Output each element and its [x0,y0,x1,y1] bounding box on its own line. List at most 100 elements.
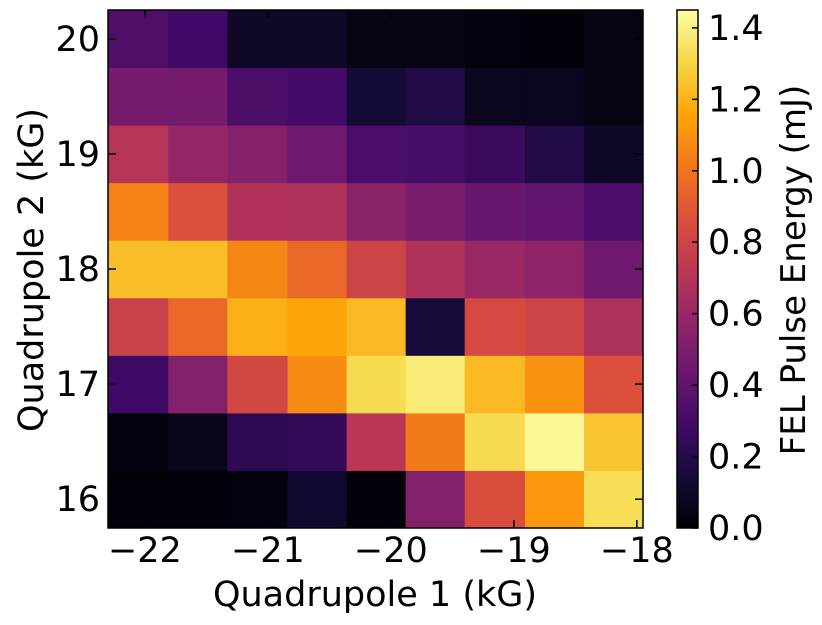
heatmap-cell [287,355,348,414]
heatmap-cell [524,355,585,414]
heatmap-cell [583,297,644,356]
colorbar-tick-label: 1.4 [708,9,764,49]
heatmap-cell [464,355,526,414]
heatmap-cell [346,67,407,126]
heatmap-cell [464,470,526,529]
heatmap-cell [524,182,585,241]
heatmap-cell [227,355,289,414]
x-tick-label: −18 [600,531,674,571]
heatmap-cell [524,67,585,126]
heatmap-cell [583,470,644,529]
heatmap-cell [287,67,348,126]
heatmap-cell [108,470,169,529]
heatmap-cell [168,125,228,184]
heatmap-cell [583,10,644,69]
heatmap-cell [168,10,228,69]
heatmap-cell [583,125,644,184]
heatmap-cell [108,412,169,471]
y-tick-label: 18 [55,250,100,290]
heatmap-cell [464,125,526,184]
heatmap-cell [346,470,407,529]
heatmap-cell [227,67,289,126]
heatmap-cell [108,125,169,184]
heatmap-cell [227,125,289,184]
heatmap-cell [287,412,348,471]
heatmap-cell [168,67,228,126]
heatmap-cell [108,240,169,299]
heatmap-cell [227,470,289,529]
heatmap-cell [227,297,289,356]
heatmap-cell [405,240,466,299]
heatmap-cell [464,67,526,126]
heatmap-cell [227,240,289,299]
heatmap-cell [346,182,407,241]
x-axis-label: Quadrupole 1 (kG) [213,575,537,615]
heatmap-cell [346,10,407,69]
heatmap-cell [405,67,466,126]
y-tick-label: 17 [55,365,100,405]
heatmap-cell [464,240,526,299]
heatmap-cell [287,470,348,529]
y-tick-label: 19 [55,135,100,175]
heatmap-cell [583,67,644,126]
colorbar-tick-label: 1.0 [708,152,764,192]
colorbar-tick-label: 0.2 [708,438,764,478]
heatmap-cell [287,297,348,356]
heatmap-cell [168,182,228,241]
heatmap-cell [583,355,644,414]
heatmap-cell [287,182,348,241]
heatmap-cell [524,470,585,529]
heatmap-cell [287,125,348,184]
heatmap-cell [524,412,585,471]
heatmap-cell [108,182,169,241]
heatmap-cell [524,125,585,184]
x-axis-ticks: −22 −21 −20 −19 −18 [108,10,674,571]
colorbar-tick-label: 0.4 [708,366,764,406]
colorbar-label: FEL Pulse Energy (mJ) [774,85,814,456]
colorbar-tick-label: 0.8 [708,223,764,263]
heatmap-cell [583,412,644,471]
heatmap-cell [287,240,348,299]
x-tick-label: −20 [354,531,428,571]
heatmap-cell [583,182,644,241]
heatmap-cell [405,412,466,471]
x-tick-label: −21 [231,531,305,571]
heatmap-cell [464,297,526,356]
heatmap-cell [287,10,348,69]
heatmap-cell [346,355,407,414]
heatmap-cell [346,297,407,356]
heatmap-cell [405,297,466,356]
y-tick-label: 20 [55,20,100,60]
heatmap-cells [108,10,644,529]
heatmap-cell [227,182,289,241]
heatmap-cell [227,412,289,471]
heatmap-cell [524,10,585,69]
heatmap-cell [405,355,466,414]
heatmap-cell [464,182,526,241]
heatmap-cell [405,182,466,241]
colorbar-tick-label: 0.0 [708,509,764,549]
x-tick-label: −19 [477,531,551,571]
heatmap-cell [346,125,407,184]
colorbar [676,9,699,529]
heatmap-cell [346,412,407,471]
heatmap-cell [108,297,169,356]
heatmap-cell [524,297,585,356]
x-tick-label: −22 [108,531,182,571]
heatmap-cell [108,67,169,126]
heatmap-cell [108,10,169,69]
colorbar-ticks: 0.0 0.2 0.4 0.6 0.8 1.0 1.2 1.4 [692,9,764,549]
y-tick-label: 16 [55,480,100,520]
heatmap-cell [168,240,228,299]
heatmap-cell [405,10,466,69]
heatmap-cell [108,355,169,414]
y-axis-ticks: 16 17 18 19 20 [55,20,643,520]
colorbar-tick-label: 1.2 [708,80,764,120]
heatmap-cell [168,297,228,356]
heatmap-cell [405,125,466,184]
colorbar-tick-label: 0.6 [708,295,764,335]
heatmap-cell [346,240,407,299]
heatmap-cell [583,240,644,299]
heatmap-cell [524,240,585,299]
heatmap-cell [168,355,228,414]
